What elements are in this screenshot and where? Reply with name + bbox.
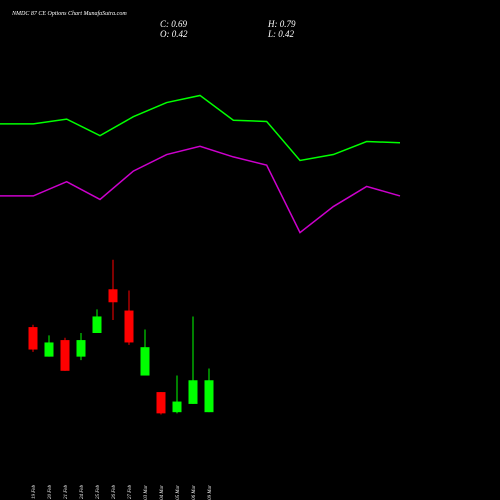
summary-label: C: 0.69 (160, 19, 188, 29)
candle-body (156, 392, 166, 414)
candle-body (140, 347, 150, 376)
x-tick-label: 25 Feb (96, 485, 101, 500)
summary-label: O: 0.42 (160, 29, 188, 39)
x-tick-label: 06 Mar (192, 485, 197, 500)
candle-body (76, 340, 86, 357)
candle-body (188, 380, 198, 404)
candle-body (92, 316, 102, 333)
x-tick-label: 21 Feb (64, 485, 69, 500)
chart-title: NMDC 87 CE Options Chart MunafaSutra.com (11, 10, 127, 17)
candle-body (44, 342, 54, 357)
x-tick-label: 24 Feb (80, 485, 85, 500)
x-tick-label: 26 Feb (112, 485, 117, 500)
candle-body (60, 340, 70, 371)
x-tick-label: 04 Mar (160, 485, 165, 500)
x-tick-label: 09 Mar (208, 485, 213, 500)
summary-label: H: 0.79 (267, 19, 296, 29)
candle-body (124, 310, 134, 343)
x-tick-label: 27 Feb (128, 485, 133, 500)
band-line (0, 145, 401, 234)
summary-label: L: 0.42 (267, 29, 295, 39)
x-tick-label: 05 Mar (176, 485, 181, 500)
band-line (0, 94, 401, 162)
candle-body (172, 401, 182, 413)
candle-body (108, 289, 118, 303)
x-tick-label: 20 Feb (48, 485, 53, 500)
x-tick-label: 03 Mar (144, 485, 149, 500)
x-tick-label: 19 Feb (32, 485, 37, 500)
candle-body (28, 327, 38, 350)
candle-body (204, 380, 214, 413)
